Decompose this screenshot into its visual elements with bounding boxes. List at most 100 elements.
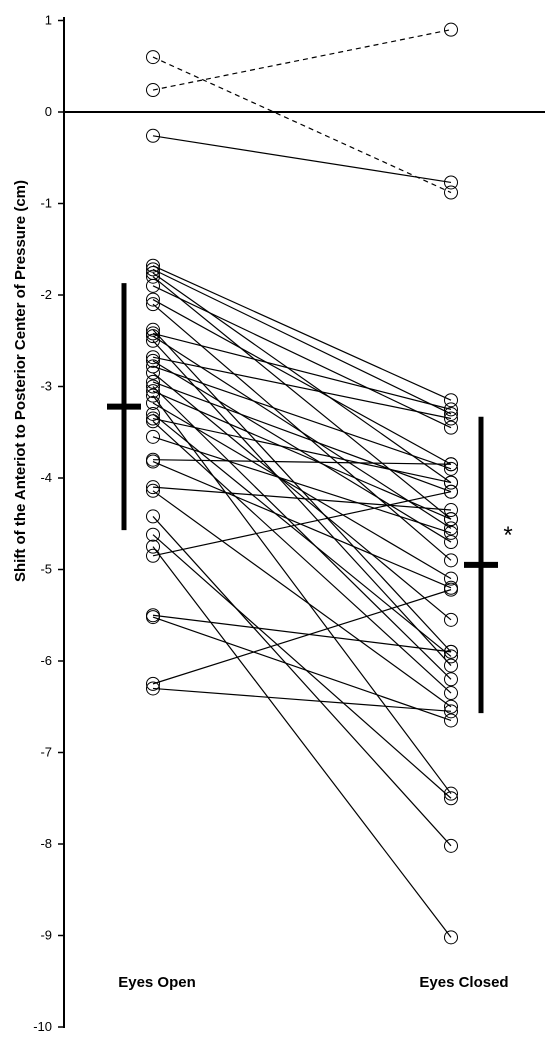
point-eyes-closed — [444, 521, 458, 536]
y-tick-label: -5 — [40, 562, 52, 577]
pair-line — [152, 390, 452, 520]
point-eyes-closed — [444, 582, 458, 597]
pair-line — [152, 534, 452, 799]
point-eyes-open — [146, 333, 160, 348]
point-eyes-open — [146, 395, 160, 410]
y-ticks: 1 0 -1 -2 -3 -4 -5 -6 -7 -8 -9 -10 — [33, 13, 64, 1034]
y-tick-label: -8 — [40, 836, 52, 851]
point-eyes-open — [146, 388, 160, 403]
pair-line — [152, 276, 452, 520]
pair-line — [152, 516, 452, 847]
point-eyes-open — [146, 350, 160, 365]
point-eyes-closed — [444, 571, 458, 586]
pair-lines — [152, 29, 452, 938]
point-eyes-closed — [444, 525, 458, 540]
point-eyes-open — [146, 292, 160, 307]
point-eyes-closed — [444, 175, 458, 190]
point-eyes-open — [146, 258, 160, 273]
pair-line — [152, 395, 452, 795]
pair-line — [152, 417, 452, 484]
point-eyes-open — [146, 414, 160, 429]
point-eyes-closed — [444, 402, 458, 417]
axes — [63, 17, 545, 1028]
point-eyes-open — [146, 379, 160, 394]
point-eyes-closed — [444, 185, 458, 200]
pair-line — [152, 285, 452, 429]
data-points — [146, 22, 458, 945]
point-eyes-open — [146, 262, 160, 277]
y-tick-label: -1 — [40, 196, 52, 211]
point-eyes-closed — [444, 420, 458, 435]
point-eyes-open — [146, 527, 160, 542]
point-eyes-open — [146, 483, 160, 498]
point-eyes-open — [146, 365, 160, 380]
point-eyes-closed — [444, 484, 458, 499]
summary-bars — [107, 283, 498, 714]
point-eyes-closed — [444, 475, 458, 490]
point-eyes-closed — [444, 786, 458, 801]
point-eyes-closed — [444, 411, 458, 426]
point-eyes-closed — [444, 713, 458, 728]
point-eyes-open — [146, 326, 160, 341]
pair-line — [152, 332, 452, 410]
pair-line — [152, 299, 452, 465]
point-eyes-open — [146, 411, 160, 426]
pair-line — [152, 402, 452, 580]
pair-line — [152, 589, 452, 685]
pair-line — [152, 29, 452, 91]
point-eyes-open — [146, 278, 160, 293]
point-eyes-open — [146, 128, 160, 143]
pair-line — [152, 546, 452, 938]
pair-line — [152, 413, 452, 657]
point-eyes-closed — [444, 393, 458, 408]
y-tick-label: -9 — [40, 928, 52, 943]
pair-line — [152, 268, 452, 415]
point-eyes-open — [146, 384, 160, 399]
pair-line — [152, 436, 452, 534]
pair-line — [152, 614, 452, 653]
point-eyes-closed — [444, 553, 458, 568]
y-tick-label: -6 — [40, 653, 52, 668]
pair-line — [152, 340, 452, 666]
pair-line — [152, 56, 452, 194]
point-eyes-open — [146, 610, 160, 625]
pair-line — [152, 616, 452, 722]
pair-line — [152, 360, 452, 543]
point-eyes-closed — [444, 406, 458, 421]
pair-line — [152, 135, 452, 184]
point-eyes-open — [146, 509, 160, 524]
pair-line — [152, 386, 452, 680]
y-tick-label: -7 — [40, 745, 52, 760]
point-eyes-closed — [444, 686, 458, 701]
point-eyes-closed — [444, 535, 458, 550]
pair-line — [152, 460, 452, 589]
pair-line — [152, 486, 452, 511]
point-eyes-closed — [444, 22, 458, 37]
y-tick-label: -4 — [40, 470, 52, 485]
pair-line — [152, 490, 452, 708]
pair-line — [152, 459, 452, 465]
point-eyes-closed — [444, 699, 458, 714]
y-tick-label: 1 — [45, 13, 52, 28]
pair-line — [152, 356, 452, 420]
point-eyes-open — [146, 374, 160, 389]
point-eyes-closed — [444, 457, 458, 472]
category-label-eyes-closed: Eyes Closed — [419, 974, 508, 991]
point-eyes-open — [146, 297, 160, 312]
point-eyes-closed — [444, 791, 458, 806]
y-tick-label: -10 — [33, 1019, 52, 1034]
point-eyes-open — [146, 429, 160, 444]
point-eyes-open — [146, 406, 160, 421]
y-axis-title: Shift of the Anteriot to Posterior Cente… — [12, 180, 29, 582]
point-eyes-closed — [444, 649, 458, 664]
point-eyes-closed — [444, 704, 458, 719]
point-eyes-closed — [444, 461, 458, 476]
point-eyes-open — [146, 480, 160, 495]
point-eyes-open — [146, 539, 160, 554]
pair-line — [152, 372, 452, 621]
y-tick-label: -2 — [40, 287, 52, 302]
point-eyes-open — [146, 329, 160, 344]
pair-line — [152, 365, 452, 470]
point-eyes-closed — [444, 612, 458, 627]
